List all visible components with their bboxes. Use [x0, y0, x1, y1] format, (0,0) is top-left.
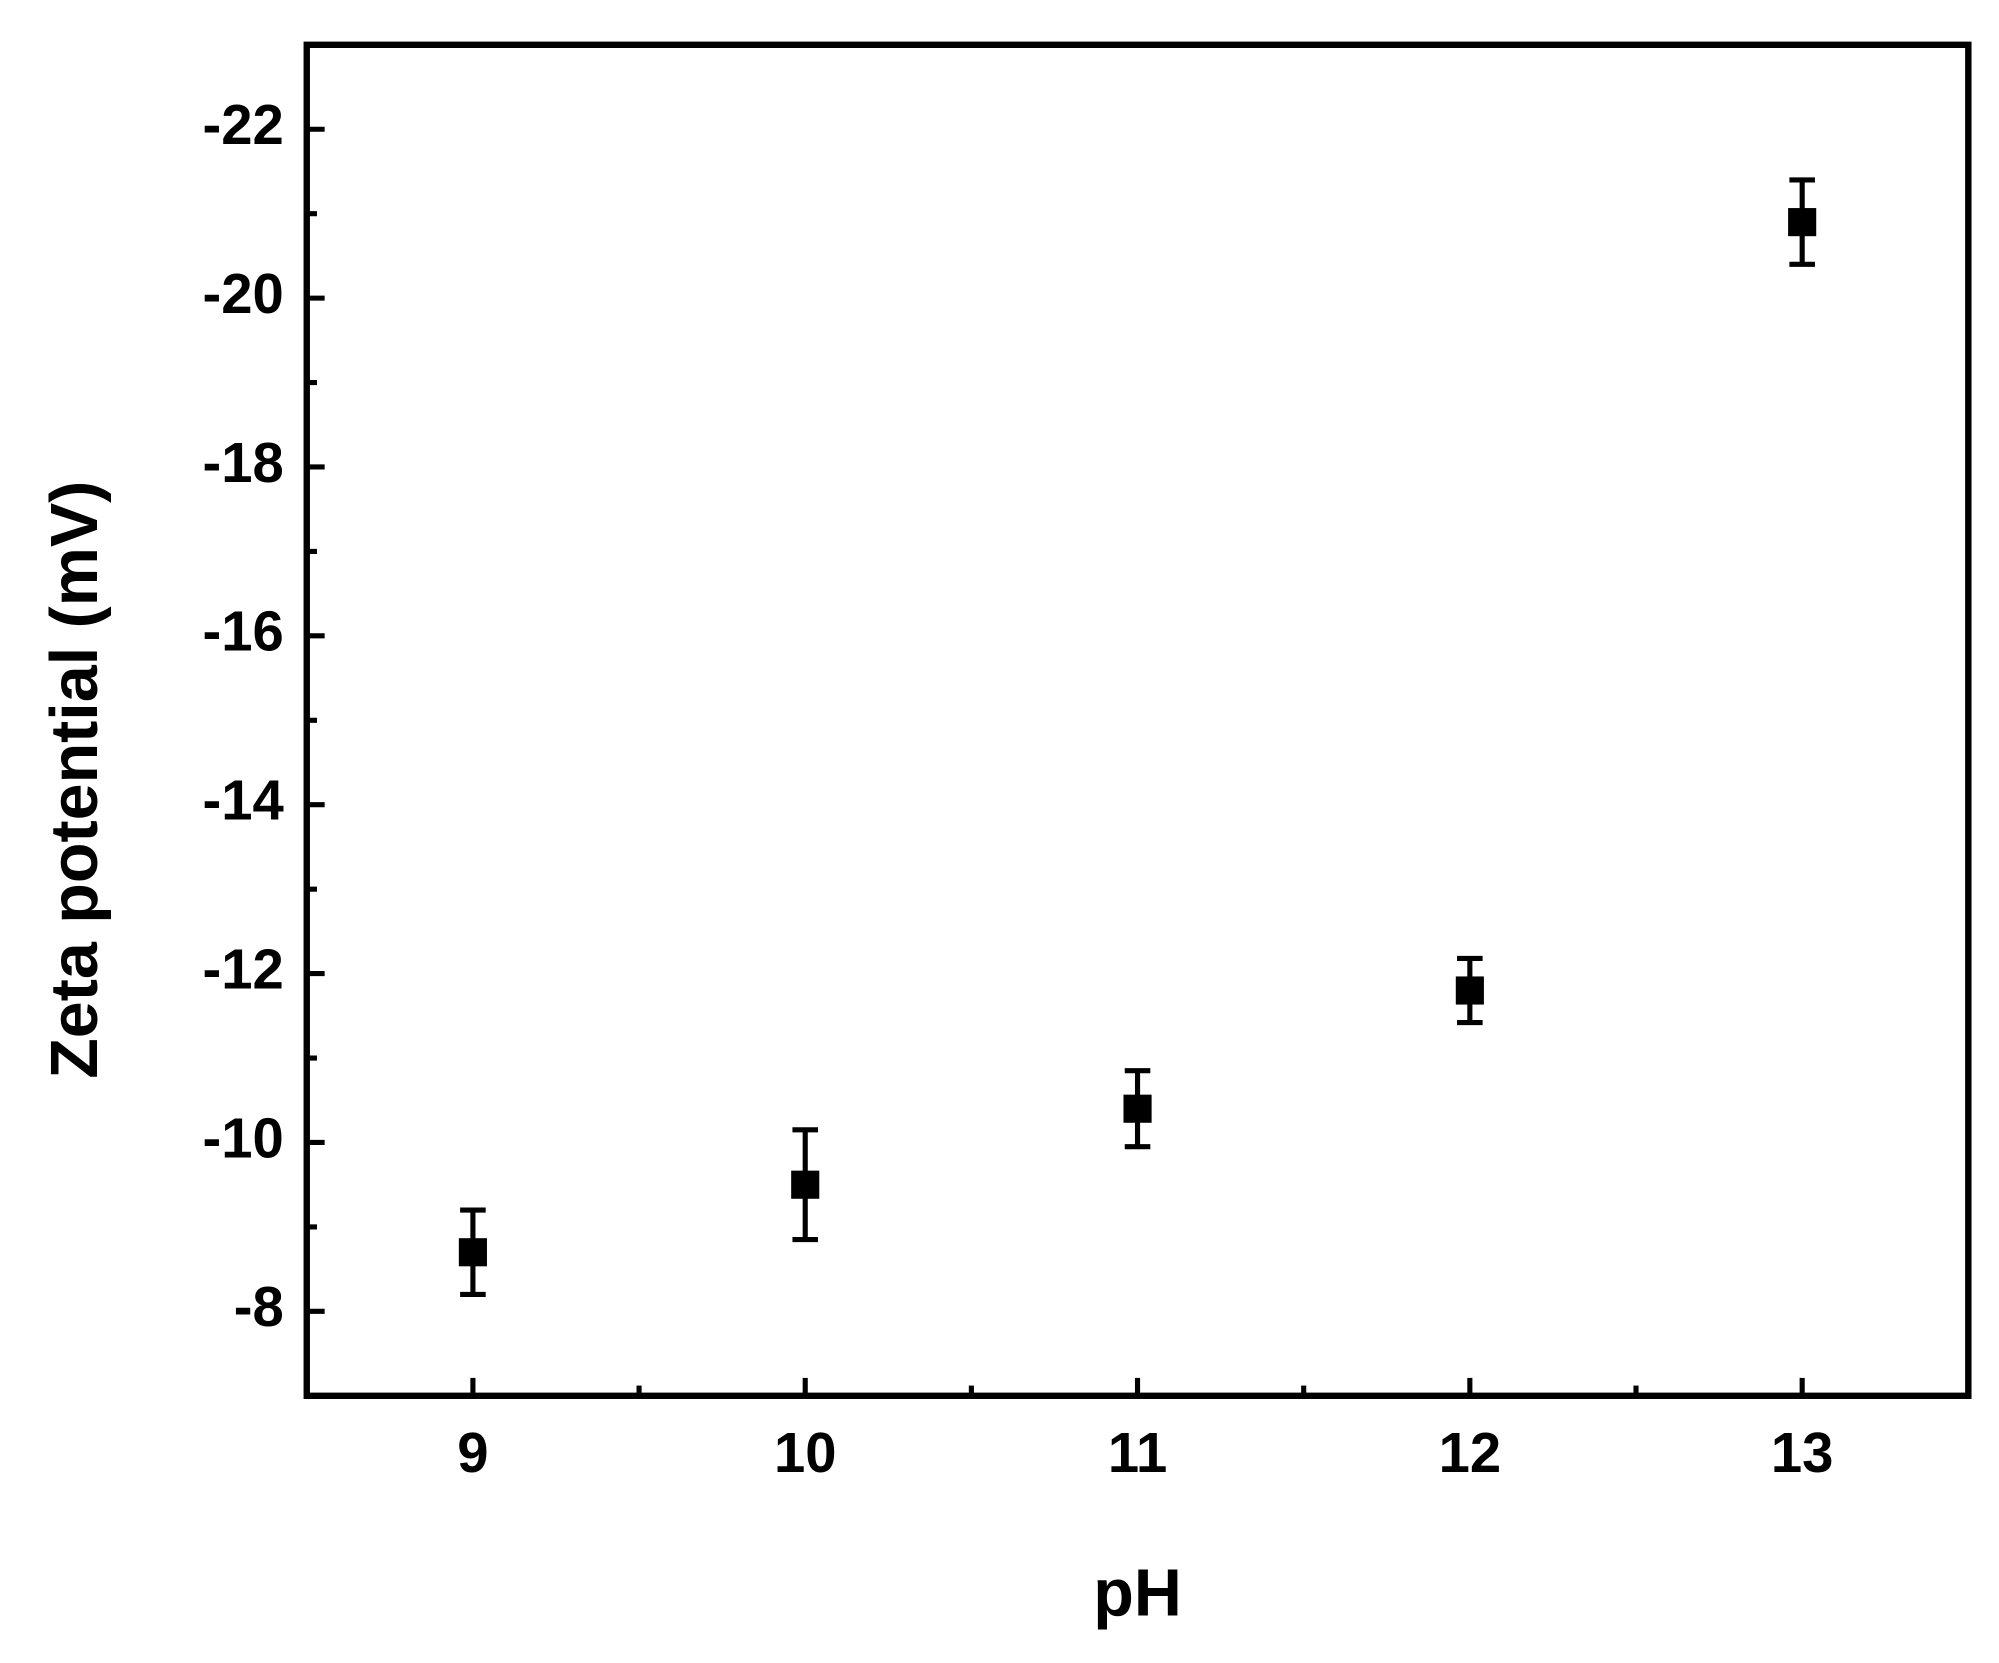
x-tick-label: 9 — [457, 1421, 488, 1484]
y-tick-label: -8 — [234, 1275, 284, 1338]
plot-frame — [303, 41, 1972, 1399]
x-tick-label: 13 — [1771, 1421, 1834, 1484]
y-tick-label: -16 — [202, 600, 283, 663]
y-tick-label: -12 — [202, 937, 283, 1000]
y-tick-label: -18 — [202, 431, 283, 494]
y-tick-label: -20 — [202, 262, 283, 325]
x-axis-label: pH — [1093, 1556, 1182, 1630]
y-tick-label: -22 — [202, 93, 283, 156]
x-tick-label: 11 — [1108, 1421, 1167, 1484]
x-tick-label: 12 — [1439, 1421, 1502, 1484]
data-point — [791, 1170, 820, 1199]
y-axis-label: Zeta potential (mV) — [38, 481, 112, 1079]
y-tick-label: -14 — [202, 769, 283, 832]
data-point — [1788, 208, 1817, 237]
data-point — [1123, 1094, 1152, 1123]
data-point — [1455, 976, 1484, 1005]
data-point — [458, 1238, 487, 1267]
y-tick-label: -10 — [202, 1106, 283, 1169]
x-tick-label: 10 — [774, 1421, 837, 1484]
